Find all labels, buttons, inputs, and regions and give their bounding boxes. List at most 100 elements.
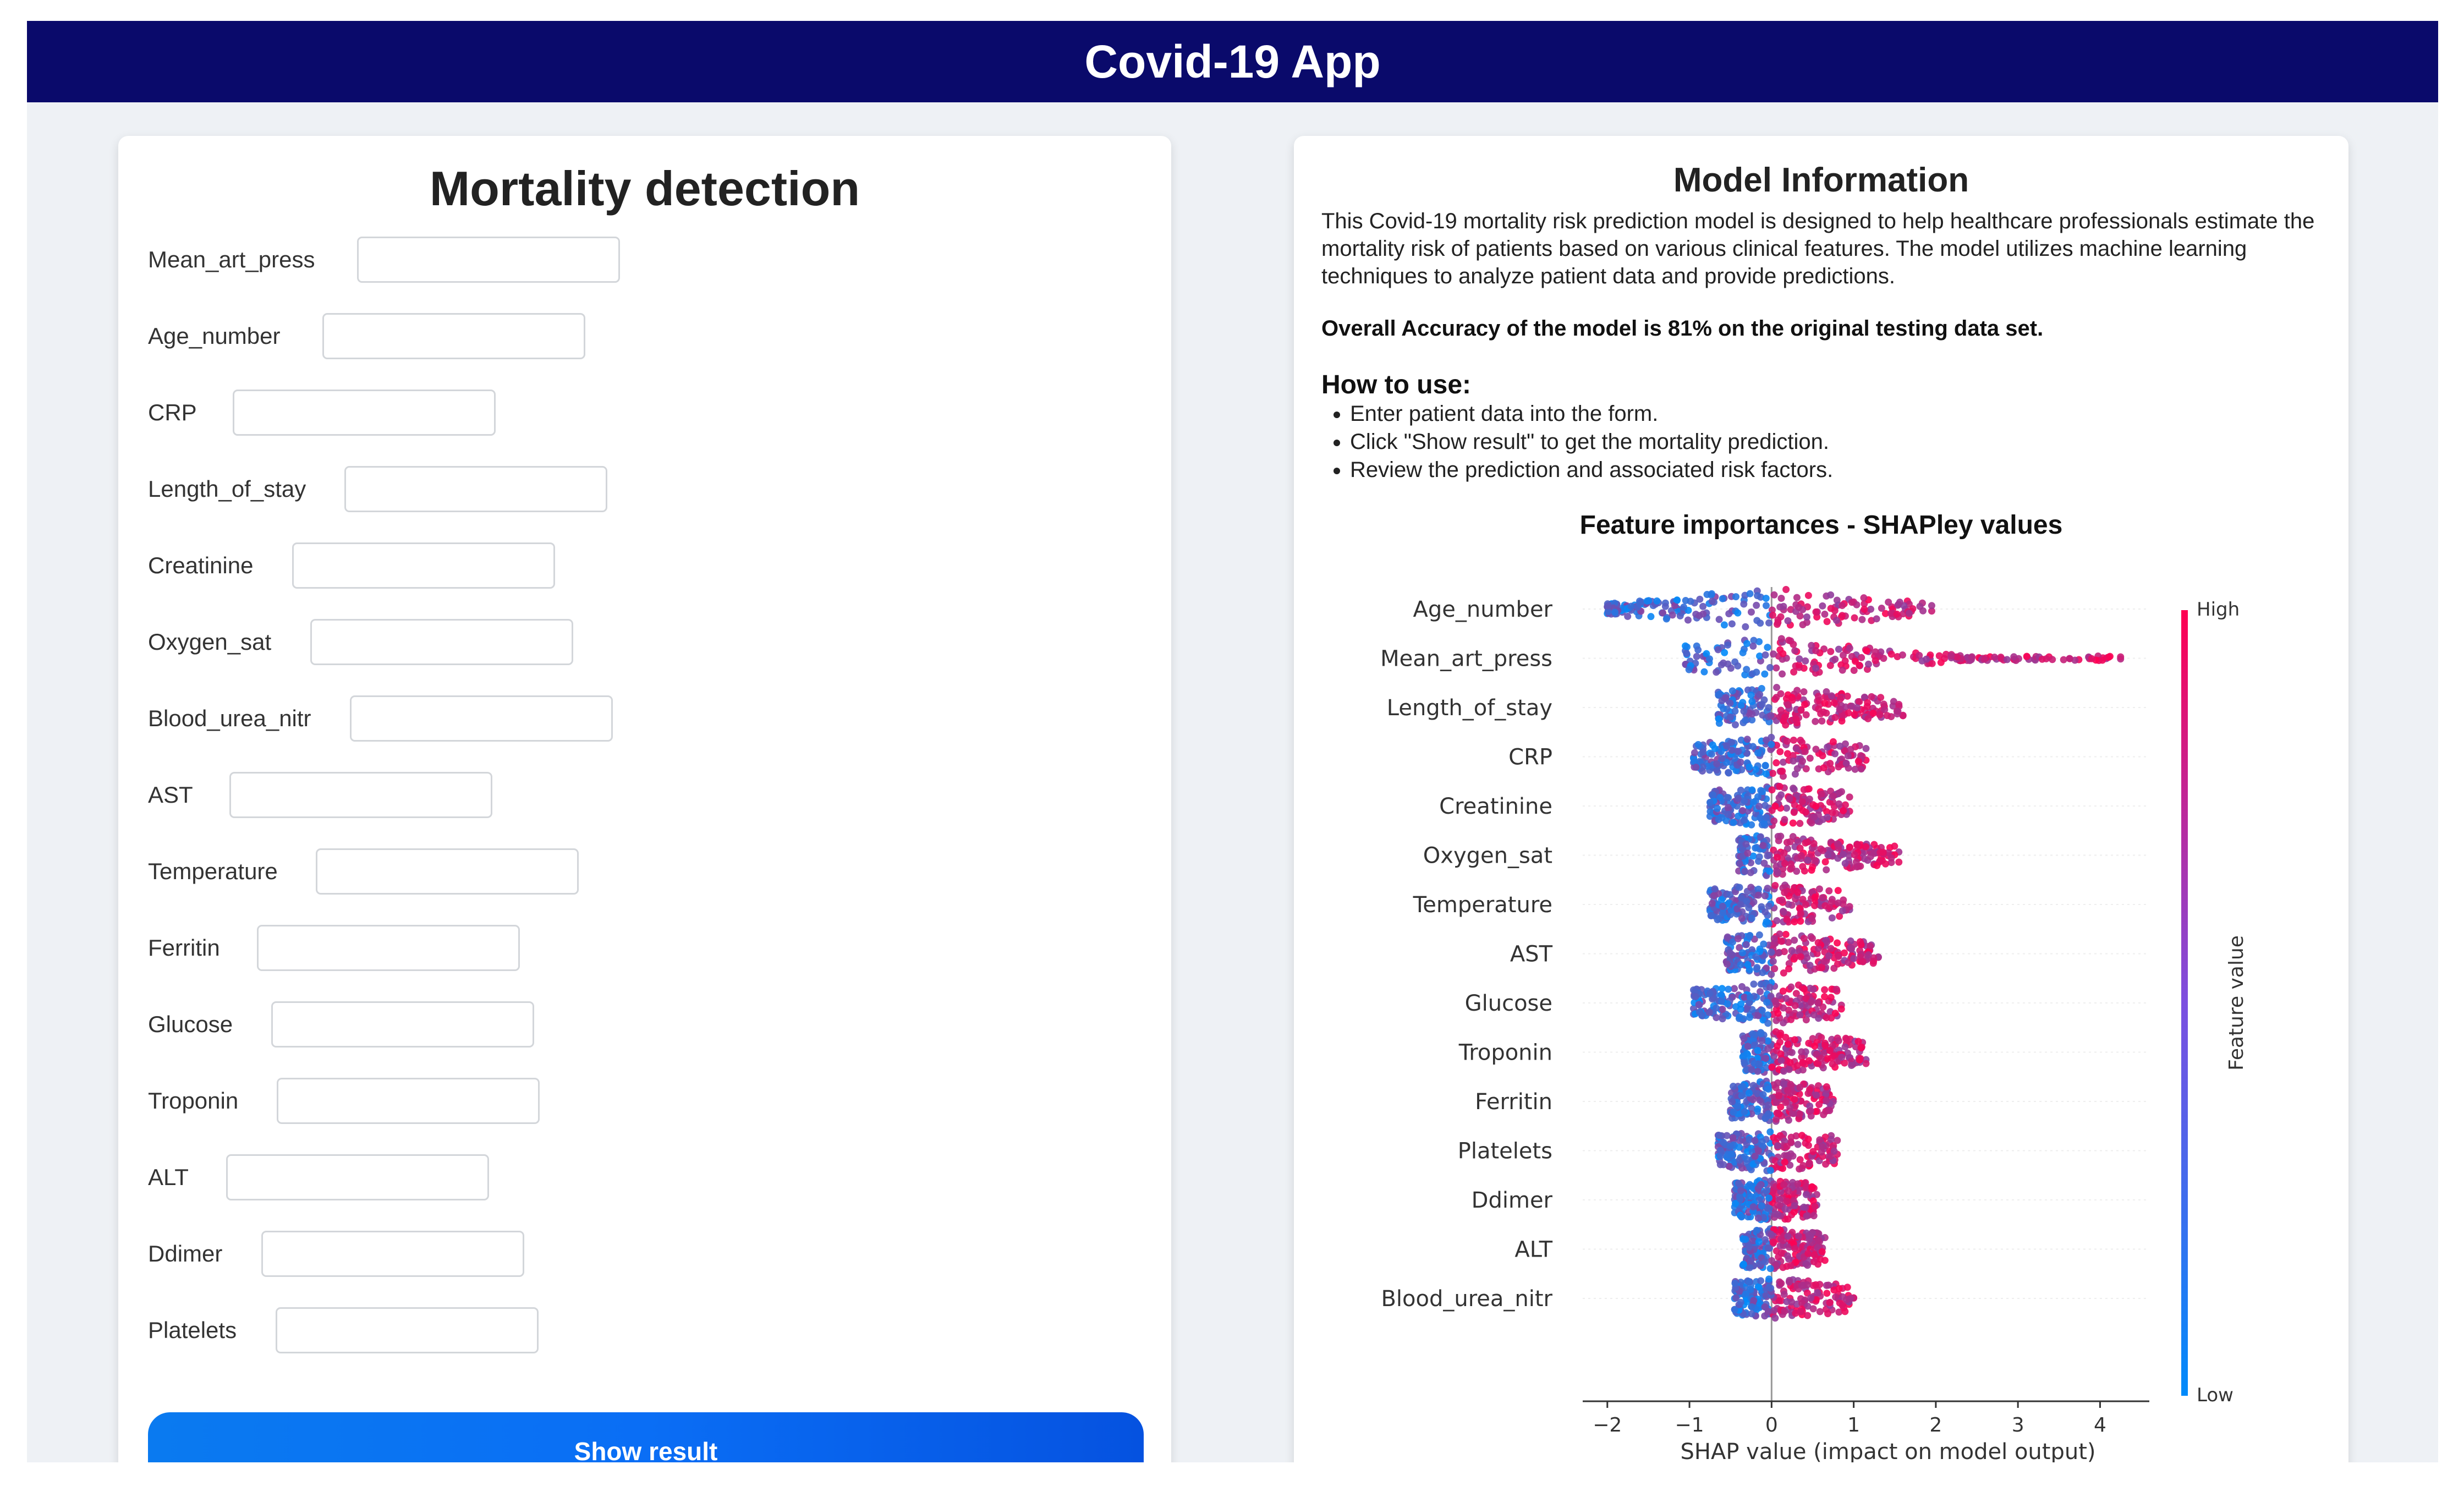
shap-point — [1825, 1281, 1832, 1289]
shap-point — [1784, 617, 1792, 624]
length-of-stay-input[interactable] — [344, 466, 607, 512]
shap-point — [1773, 684, 1781, 692]
shap-point — [1755, 803, 1763, 810]
shap-point — [1829, 809, 1836, 816]
shap-point — [1673, 596, 1681, 604]
shap-point — [1830, 699, 1838, 706]
blood-urea-nitr-input[interactable] — [350, 695, 613, 742]
shap-point — [1796, 804, 1803, 811]
shap-point — [1734, 662, 1742, 670]
shap-point — [1872, 648, 1879, 656]
ddimer-input[interactable] — [261, 1231, 524, 1277]
shap-point — [1800, 935, 1808, 942]
creatinine-input[interactable] — [292, 542, 555, 589]
oxygen-sat-input[interactable] — [310, 619, 573, 665]
shap-point — [1819, 1143, 1826, 1151]
shap-point — [1836, 706, 1843, 714]
shap-point — [1854, 1038, 1862, 1045]
shap-point — [1788, 1303, 1796, 1310]
shap-point — [1735, 748, 1742, 755]
shap-point — [2010, 653, 2018, 661]
shap-point — [1719, 902, 1726, 910]
shap-point — [1757, 980, 1765, 988]
shap-point — [1881, 860, 1889, 868]
shap-point — [1787, 983, 1795, 991]
shap-point — [1770, 1238, 1777, 1246]
shap-point — [1708, 750, 1715, 758]
shap-point — [1887, 610, 1895, 617]
shap-point — [1786, 795, 1793, 803]
shap-point — [1744, 1043, 1752, 1050]
shap-point — [1805, 1057, 1813, 1065]
shap-point — [1717, 661, 1725, 668]
x-tick-label: −2 — [1593, 1414, 1622, 1436]
shap-point — [1790, 640, 1797, 648]
shap-point — [1802, 1191, 1810, 1198]
shap-point — [1742, 716, 1749, 724]
shap-point — [1716, 1153, 1724, 1160]
shap-point — [1703, 591, 1711, 599]
troponin-input[interactable] — [277, 1078, 540, 1124]
shap-point — [1868, 693, 1875, 700]
shap-point — [1725, 610, 1733, 618]
shap-point — [1839, 907, 1846, 915]
shap-point — [2038, 655, 2046, 663]
shap-point — [1767, 1284, 1775, 1292]
shap-point — [1753, 601, 1760, 609]
platelets-input[interactable] — [276, 1307, 539, 1353]
shap-point — [1783, 915, 1791, 923]
shap-point — [1823, 1083, 1830, 1090]
shap-point — [1765, 1275, 1773, 1283]
shap-point — [1761, 908, 1769, 916]
how-to-use-list: Enter patient data into the form. Click … — [1321, 400, 1833, 484]
shap-point — [1711, 745, 1719, 753]
shap-point — [1761, 651, 1769, 659]
shap-point — [1799, 863, 1807, 870]
shap-point — [1796, 1011, 1804, 1019]
crp-input[interactable] — [233, 390, 496, 436]
shap-point — [1741, 816, 1748, 824]
show-result-button[interactable]: Show result — [148, 1412, 1144, 1462]
shap-point — [1746, 590, 1754, 597]
shap-point — [1829, 738, 1837, 745]
shap-point — [1820, 1111, 1828, 1118]
shap-point — [1839, 851, 1847, 858]
shap-point — [1844, 752, 1852, 760]
glucose-input[interactable] — [271, 1001, 534, 1048]
shap-point — [1824, 851, 1832, 859]
shap-point — [1727, 713, 1735, 721]
mean-art-press-input[interactable] — [357, 237, 620, 283]
shap-point — [1791, 918, 1798, 925]
shap-point — [1791, 1002, 1799, 1010]
shap-point — [1980, 655, 1988, 663]
shap-point — [1726, 891, 1734, 898]
shap-point — [1869, 959, 1877, 967]
shap-point — [1839, 651, 1847, 659]
age-number-input[interactable] — [322, 313, 585, 359]
shap-point — [1738, 895, 1746, 902]
shap-point — [1809, 1148, 1817, 1155]
temperature-input[interactable] — [316, 848, 579, 895]
shap-point — [1880, 700, 1887, 708]
shap-point — [1821, 1041, 1829, 1049]
shap-point — [1743, 640, 1751, 648]
shap-point — [1814, 1243, 1821, 1251]
shap-point — [1784, 701, 1792, 709]
shap-point — [1796, 845, 1804, 852]
shap-point — [1861, 855, 1868, 863]
colorbar-label: Feature value — [2225, 935, 2248, 1071]
shap-point — [1691, 987, 1699, 995]
shap-point — [1821, 699, 1829, 707]
shap-point — [1791, 770, 1799, 778]
model-description: This Covid-19 mortality risk prediction … — [1321, 209, 2315, 288]
shap-point — [1858, 654, 1865, 661]
shap-point — [1827, 1153, 1835, 1160]
field-label: Mean_art_press — [148, 246, 315, 272]
ferritin-input[interactable] — [257, 925, 520, 971]
shap-point — [1761, 892, 1769, 900]
shap-point — [1797, 953, 1804, 961]
alt-input[interactable] — [226, 1154, 489, 1200]
x-axis-label: SHAP value (impact on model output) — [1681, 1439, 2096, 1462]
ast-input[interactable] — [229, 772, 492, 818]
shap-point — [1763, 999, 1771, 1006]
